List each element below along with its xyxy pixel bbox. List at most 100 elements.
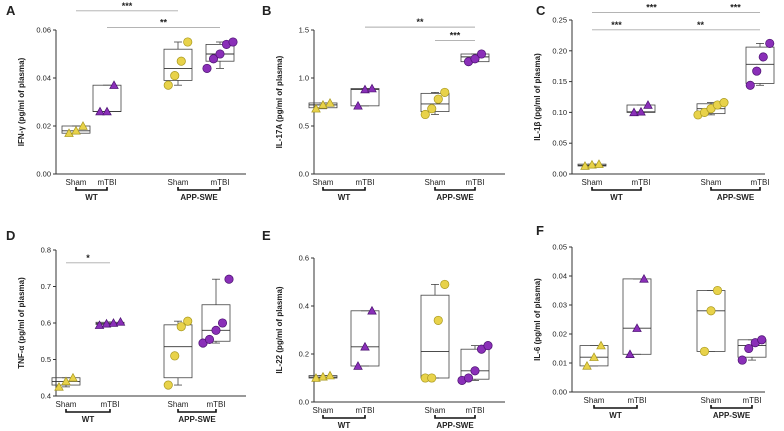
significance-label: ** [416, 17, 424, 27]
data-point-circle [211, 325, 221, 335]
y-axis-label: IL-6 (pg/ml of plasma) [533, 278, 542, 361]
data-point-circle [224, 274, 234, 284]
y-tick-label: 0.4 [41, 392, 51, 401]
data-point-triangle [318, 99, 328, 109]
panel-letter: B [262, 3, 271, 18]
y-tick-label: 0.05 [552, 243, 567, 252]
data-point-circle [719, 97, 729, 108]
y-tick-label: 0.8 [41, 246, 51, 255]
data-point-circle [744, 343, 754, 354]
data-point-circle [745, 80, 755, 90]
box-iqr [696, 290, 726, 352]
x-category-label: mTBI [97, 178, 116, 187]
data-point-circle [440, 87, 450, 97]
data-point-circle [183, 316, 193, 326]
box-sham-app [696, 290, 726, 352]
data-point-triangle [589, 352, 599, 361]
y-tick-label: 1.5 [299, 26, 309, 35]
x-category-label: Sham [701, 178, 722, 187]
box-sham-app [163, 41, 193, 86]
data-point-triangle [54, 381, 64, 391]
group-bracket [65, 409, 111, 413]
y-tick-label: 0.15 [552, 77, 567, 86]
data-point-triangle [639, 273, 649, 283]
data-point-triangle [325, 98, 335, 107]
significance-label: *** [611, 20, 622, 30]
y-tick-label: 0.2 [299, 350, 309, 359]
x-category-label: Sham [313, 406, 334, 415]
y-tick-label: 0.00 [552, 170, 567, 179]
y-tick-label: 0.25 [552, 16, 567, 25]
data-point-circle [699, 346, 710, 356]
box-mtbi-app [201, 278, 231, 344]
data-point-circle [470, 54, 480, 64]
y-tick-label: 0.6 [299, 254, 309, 263]
group-label: WT [85, 193, 98, 202]
data-point-triangle [367, 305, 377, 315]
y-tick-label: 0.4 [299, 302, 309, 311]
y-tick-label: 0.00 [552, 388, 567, 397]
x-category-label: mTBI [742, 396, 761, 405]
y-axis-label: TNF-α (pg/ml of plasma) [17, 277, 26, 369]
x-category-label: mTBI [355, 406, 374, 415]
y-tick-label: 0.02 [552, 330, 567, 339]
x-category-label: mTBI [206, 400, 225, 409]
x-category-label: Sham [584, 396, 605, 405]
box-iqr [163, 324, 193, 379]
data-point-triangle [625, 349, 635, 359]
y-tick-label: 0.05 [552, 139, 567, 148]
group-bracket [591, 187, 642, 191]
data-point-triangle [101, 318, 112, 328]
data-point-triangle [325, 370, 335, 380]
data-point-circle [758, 52, 768, 62]
significance-label: * [86, 253, 90, 263]
data-point-triangle [587, 159, 597, 169]
x-category-label: mTBI [465, 406, 484, 415]
box-iqr [205, 44, 235, 62]
data-point-triangle [68, 372, 78, 382]
data-point-triangle [61, 376, 71, 386]
data-point-triangle [367, 83, 377, 93]
data-point-circle [483, 341, 493, 351]
group-label: WT [609, 411, 622, 420]
group-label: WT [338, 193, 351, 202]
data-point-circle [183, 37, 193, 47]
data-point-triangle [102, 106, 112, 116]
x-category-label: Sham [425, 178, 446, 187]
panel-c: C 0.00 0.05 0.10 0.15 0.20 0.25 IL-1β (pg/ml of… [533, 3, 775, 202]
group-bracket [593, 405, 638, 409]
box-iqr [420, 294, 450, 379]
data-point-circle [752, 66, 762, 76]
box-iqr [460, 348, 490, 380]
x-category-label: Sham [66, 178, 87, 187]
panel-b: B 0.0 0.5 1.0 1.5 IL-17A (pg/ml of plasma) Sha… [262, 3, 505, 202]
panel-letter: C [536, 3, 546, 18]
y-tick-label: 0.10 [552, 108, 567, 117]
y-tick-label: 0.7 [41, 282, 51, 291]
significance-label: *** [122, 1, 133, 11]
x-category-label: Sham [56, 400, 77, 409]
significance-label: *** [646, 3, 657, 13]
data-point-triangle [353, 361, 363, 370]
data-point-circle [737, 355, 747, 365]
group-label: WT [82, 415, 95, 424]
data-point-triangle [311, 103, 321, 113]
x-category-label: Sham [168, 400, 189, 409]
panel-a: A 0.00 0.02 0.04 0.06 IFN-γ (pg/ml of plasma)… [6, 1, 246, 202]
data-point-circle [470, 366, 480, 376]
data-point-circle [217, 318, 228, 328]
panel-e: E 0.0 0.2 0.4 0.6 IL-22 (pg/ml of plasma) Sham… [262, 228, 505, 430]
y-tick-label: 0.6 [41, 319, 51, 328]
x-category-label: Sham [168, 178, 189, 187]
x-category-label: mTBI [627, 396, 646, 405]
data-point-triangle [311, 373, 321, 382]
y-tick-label: 0.04 [36, 74, 51, 83]
y-tick-label: 0.20 [552, 46, 567, 55]
data-point-circle [202, 63, 212, 73]
panel-letter: A [6, 3, 16, 18]
y-axis-label: IL-17A (pg/ml of plasma) [275, 55, 284, 148]
panel-f: F 0.00 0.01 0.02 0.03 0.04 0.05 IL-6 (pg/ml of … [533, 223, 767, 420]
data-point-triangle [632, 323, 642, 332]
data-point-circle [765, 38, 775, 48]
box-iqr [579, 345, 609, 367]
